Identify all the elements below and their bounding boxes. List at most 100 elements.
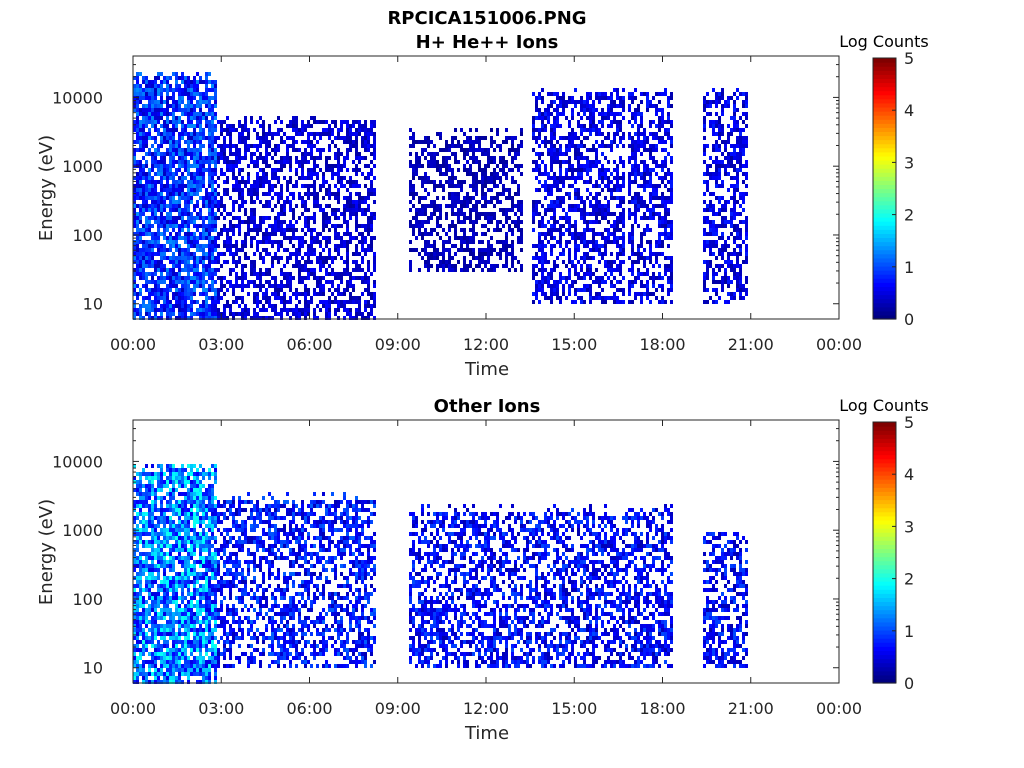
spectrogram-cell <box>556 120 559 124</box>
spectrogram-cell <box>544 224 547 228</box>
spectrogram-cell <box>610 296 613 300</box>
spectrogram-cell <box>274 172 277 176</box>
spectrogram-cell <box>208 160 211 164</box>
spectrogram-cell <box>463 200 466 204</box>
spectrogram-cell <box>199 280 202 284</box>
spectrogram-cell <box>313 196 316 200</box>
spectrogram-cell <box>172 312 175 316</box>
spectrogram-cell <box>505 136 508 140</box>
spectrogram-cell <box>145 164 148 168</box>
spectrogram-cell <box>640 124 643 128</box>
spectrogram-cell <box>268 144 271 148</box>
spectrogram-cell <box>550 200 553 204</box>
spectrogram-cell <box>307 272 310 276</box>
spectrogram-cell <box>550 276 553 280</box>
spectrogram-cell <box>460 128 463 132</box>
spectrogram-cell <box>607 96 610 100</box>
spectrogram-cell <box>145 124 148 128</box>
spectrogram-cell <box>274 288 277 292</box>
spectrogram-cell <box>310 232 313 236</box>
spectrogram-cell <box>166 184 169 188</box>
spectrogram-cell <box>322 148 325 152</box>
spectrogram-cell <box>589 96 592 100</box>
spectrogram-cell <box>178 252 181 256</box>
spectrogram-cell <box>541 216 544 220</box>
spectrogram-cell <box>628 156 631 160</box>
spectrogram-cell <box>616 280 619 284</box>
spectrogram-cell <box>487 256 490 260</box>
spectrogram-cell <box>601 232 604 236</box>
spectrogram-cell <box>166 112 169 116</box>
spectrogram-cell <box>613 132 616 136</box>
spectrogram-cell <box>424 220 427 224</box>
spectrogram-cell <box>199 164 202 168</box>
spectrogram-cell <box>172 128 175 132</box>
spectrogram-cell <box>571 136 574 140</box>
spectrogram-cell <box>202 184 205 188</box>
spectrogram-cell <box>637 244 640 248</box>
spectrogram-cell <box>136 264 139 268</box>
spectrogram-cell <box>550 224 553 228</box>
spectrogram-cell <box>460 248 463 252</box>
spectrogram-cell <box>211 308 214 312</box>
spectrogram-cell <box>163 128 166 132</box>
spectrogram-cell <box>214 312 217 316</box>
spectrogram-cell <box>310 216 313 220</box>
spectrogram-cell <box>463 260 466 264</box>
spectrogram-cell <box>205 200 208 204</box>
spectrogram-cell <box>139 132 142 136</box>
spectrogram-cell <box>280 268 283 272</box>
spectrogram-cell <box>349 308 352 312</box>
spectrogram-cell <box>667 200 670 204</box>
spectrogram-cell <box>250 116 253 120</box>
spectrogram-cell <box>208 124 211 128</box>
spectrogram-cell <box>142 80 145 84</box>
spectrogram-cell <box>628 136 631 140</box>
spectrogram-cell <box>370 128 373 132</box>
spectrogram-cell <box>586 100 589 104</box>
spectrogram-cell <box>166 220 169 224</box>
spectrogram-cell <box>322 176 325 180</box>
spectrogram-cell <box>652 204 655 208</box>
spectrogram-cell <box>358 232 361 236</box>
spectrogram-cell <box>304 240 307 244</box>
spectrogram-cell <box>295 308 298 312</box>
spectrogram-cell <box>193 252 196 256</box>
spectrogram-cell <box>445 168 448 172</box>
spectrogram-cell <box>190 288 193 292</box>
spectrogram-cell <box>325 280 328 284</box>
spectrogram-cell <box>664 92 667 96</box>
spectrogram-cell <box>154 300 157 304</box>
spectrogram-cell <box>352 144 355 148</box>
spectrogram-cell <box>154 232 157 236</box>
spectrogram-cell <box>244 208 247 212</box>
spectrogram-cell <box>277 224 280 228</box>
spectrogram-cell <box>322 276 325 280</box>
spectrogram-cell <box>148 196 151 200</box>
spectrogram-cell <box>265 232 268 236</box>
spectrogram-cell <box>169 140 172 144</box>
spectrogram-cell <box>202 252 205 256</box>
spectrogram-cell <box>325 212 328 216</box>
spectrogram-cell <box>136 140 139 144</box>
spectrogram-cell <box>190 104 193 108</box>
spectrogram-cell <box>550 160 553 164</box>
spectrogram-cell <box>151 288 154 292</box>
spectrogram-cell <box>337 196 340 200</box>
spectrogram-cell <box>664 268 667 272</box>
spectrogram-cell <box>448 268 451 272</box>
spectrogram-cell <box>604 112 607 116</box>
spectrogram-cell <box>214 164 217 168</box>
spectrogram-cell <box>586 240 589 244</box>
spectrogram-cell <box>493 248 496 252</box>
spectrogram-cell <box>361 240 364 244</box>
spectrogram-cell <box>505 256 508 260</box>
spectrogram-cell <box>454 160 457 164</box>
spectrogram-cell <box>169 144 172 148</box>
spectrogram-cell <box>193 144 196 148</box>
spectrogram-cell <box>184 312 187 316</box>
spectrogram-cell <box>352 124 355 128</box>
spectrogram-cell <box>157 168 160 172</box>
spectrogram-cell <box>643 176 646 180</box>
spectrogram-cell <box>583 252 586 256</box>
